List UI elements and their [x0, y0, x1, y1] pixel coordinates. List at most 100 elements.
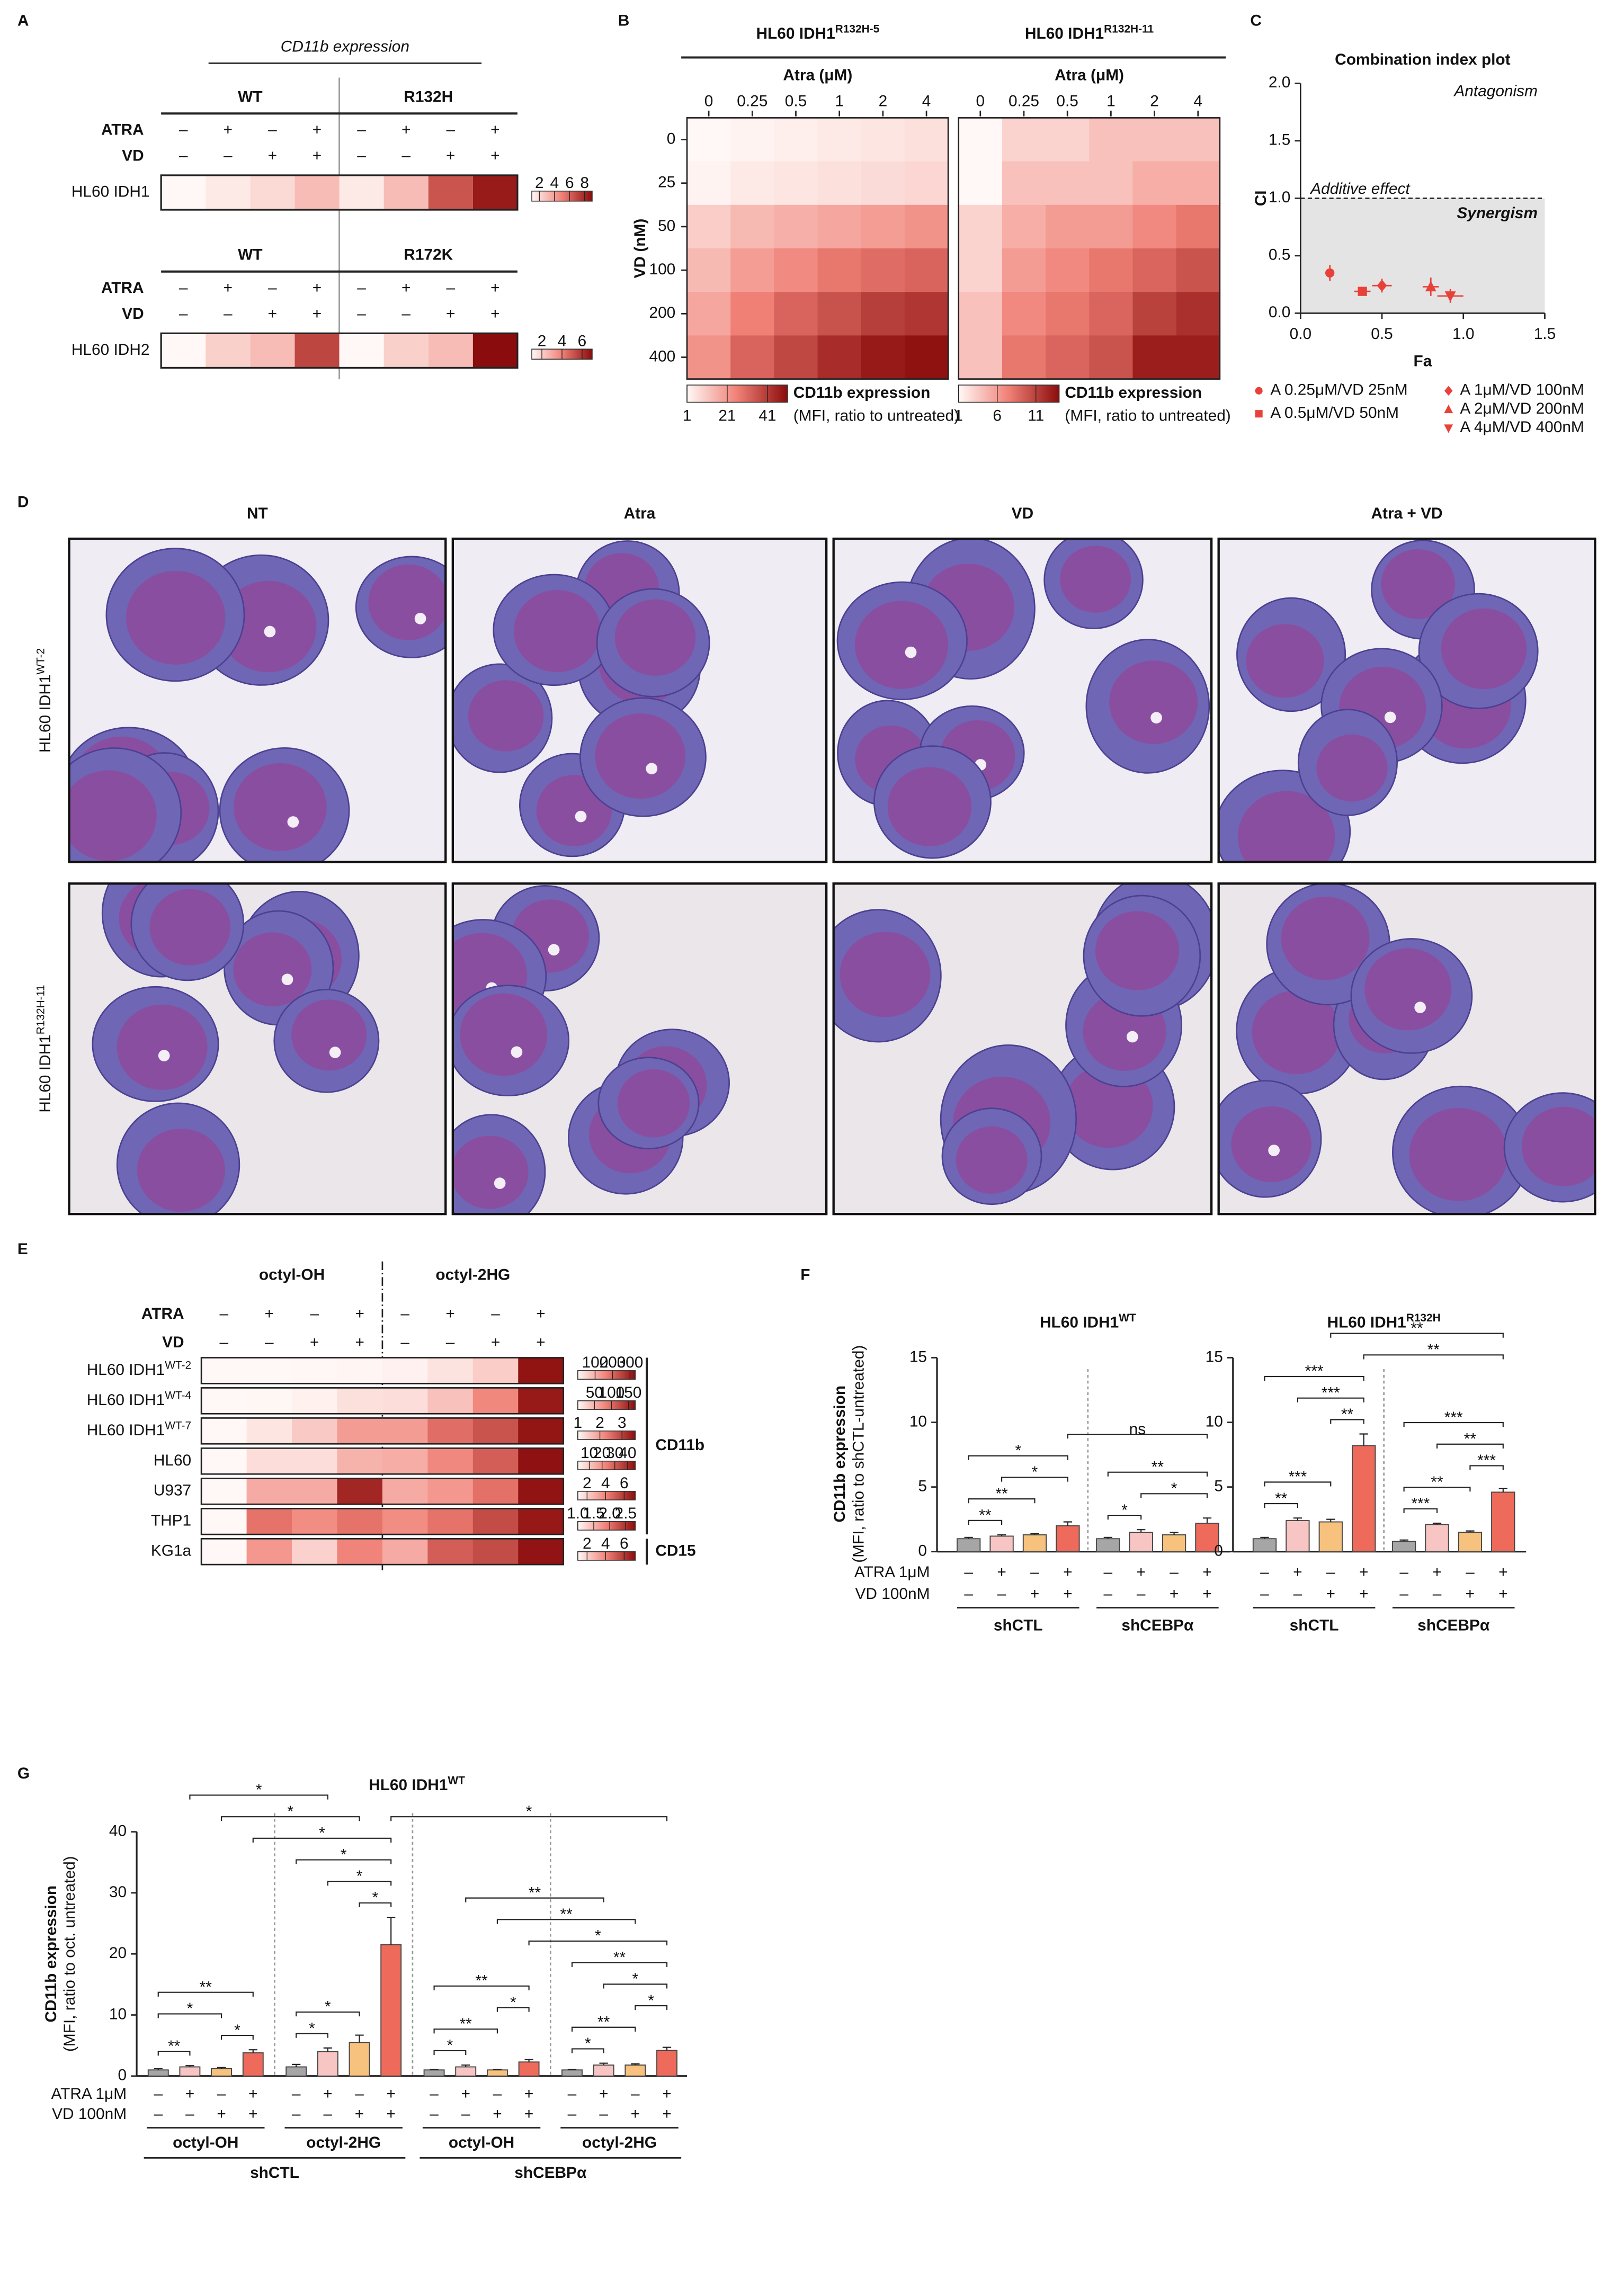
treatment-sign: + [446, 305, 455, 323]
treatment-sign: – [446, 121, 455, 139]
significance-bracket [252, 1837, 392, 1843]
significance-bracket [1067, 1433, 1208, 1439]
treatment-sign: + [248, 2105, 257, 2123]
significance-bracket [1297, 1397, 1364, 1402]
treatment-sign: – [324, 2105, 333, 2123]
legend-marker [1444, 386, 1453, 396]
heatmap-cell [295, 175, 340, 210]
significance-label: ns [1129, 1420, 1146, 1438]
treatment-sign: – [265, 1334, 274, 1351]
row-label-main: HL60 IDH1 [37, 675, 54, 753]
heatmap-cell [1132, 118, 1177, 162]
significance-bracket [296, 1859, 392, 1864]
colorbar-tick-label: 6 [620, 1474, 629, 1492]
heatmap-cell [1046, 292, 1090, 336]
treatment-sign: + [536, 1334, 545, 1351]
row-label-sup: WT-2 [165, 1359, 191, 1371]
vacuole [1268, 1145, 1280, 1156]
group-label: shCTL [250, 2164, 299, 2182]
x-tick-label: 2 [879, 92, 888, 110]
significance-bracket [1140, 1493, 1208, 1498]
bar [211, 2068, 233, 2077]
heatmap-cell [206, 333, 251, 368]
significance-label: * [341, 1846, 347, 1863]
treatment-sign: – [1326, 1563, 1335, 1581]
treatment-sign: – [357, 121, 366, 139]
colorbar-tick-label: 1.0 [567, 1505, 588, 1522]
group-label: R132H [404, 88, 453, 105]
y-tick-label: 10 [1206, 1413, 1223, 1430]
bar [455, 2066, 477, 2077]
legend-marker [1444, 424, 1453, 433]
nucleus [1521, 1106, 1595, 1186]
colorbar-tick-label: 20 [593, 1444, 611, 1462]
y-tick-label: 10 [909, 1413, 927, 1430]
heatmap-border [160, 332, 519, 369]
y-tick-label: 50 [658, 217, 675, 235]
heatmap-cell [518, 1357, 564, 1384]
x-tick-label: 0.25 [1009, 92, 1039, 110]
significance-bracket [296, 2011, 360, 2017]
significance-bracket [968, 1455, 1068, 1460]
significance-label: ** [1341, 1406, 1354, 1423]
vacuole [329, 1047, 341, 1058]
significance-label: ** [1427, 1341, 1440, 1359]
heatmap-cell [427, 1539, 474, 1565]
treatment-sign: + [1202, 1585, 1211, 1603]
significance-label: *** [1305, 1363, 1324, 1380]
heatmap-cell [1002, 118, 1046, 162]
heatmap-cell [1046, 248, 1090, 293]
heatmap-cell [201, 1539, 247, 1565]
colorbar [577, 1400, 636, 1410]
heatmap-cell [686, 118, 731, 162]
significance-label: ** [597, 2014, 610, 2031]
treatment-sign: – [154, 2085, 163, 2103]
treatment-sign: + [491, 1334, 500, 1351]
treatment-sign: + [997, 1563, 1006, 1581]
significance-label: ** [1464, 1431, 1477, 1448]
significance-label: ** [613, 1949, 626, 1966]
x-axis-label: Atra (μM) [783, 67, 852, 84]
treatment-sign: + [268, 305, 277, 323]
significance-label: ** [995, 1485, 1008, 1503]
significance-bracket [1107, 1471, 1208, 1477]
significance-label: * [1171, 1480, 1177, 1497]
bar [1162, 1534, 1186, 1552]
y-tick-label: 15 [1206, 1348, 1223, 1365]
heatmap-cell [201, 1448, 247, 1474]
significance-bracket [221, 1816, 360, 1821]
y-axis-label: (MFI, ratio to oct. untreated) [61, 1856, 78, 2052]
colorbar-tick-label: 21 [718, 407, 736, 425]
treatment-sign: – [179, 147, 188, 165]
group-label: shCEBPα [1121, 1617, 1194, 1634]
treatment-label: ATRA [101, 279, 144, 297]
bar [957, 1538, 981, 1552]
significance-bracket [1403, 1422, 1504, 1427]
heatmap-cell [161, 175, 206, 210]
row-label-main: HL60 IDH1 [87, 1391, 165, 1409]
significance-bracket [1001, 1477, 1068, 1482]
heatmap-cell [201, 1478, 247, 1505]
significance-bracket [296, 2033, 328, 2038]
heatmap-cell [730, 248, 775, 293]
significance-bracket [968, 1498, 1036, 1504]
y-tick-label: 0 [118, 2067, 127, 2084]
annotation: Synergism [1457, 204, 1538, 222]
significance-bracket [571, 2026, 636, 2032]
vacuole [1150, 712, 1162, 723]
heatmap-cell [904, 292, 949, 336]
vacuole [494, 1177, 506, 1189]
nucleus [1237, 791, 1335, 862]
treatment-sign: + [224, 279, 233, 297]
treatment-sign: – [400, 1305, 409, 1322]
significance-label: ** [529, 1884, 541, 1901]
heatmap-cell [292, 1418, 338, 1444]
treatment-sign: + [1170, 1585, 1179, 1603]
treatment-sign: – [179, 121, 188, 139]
vacuole [575, 810, 587, 823]
nucleus [617, 1069, 690, 1138]
colorbar-tick-label: 6 [993, 407, 1002, 425]
heatmap-cell [427, 1448, 474, 1474]
heatmap-cell [774, 118, 818, 162]
significance-label: ** [200, 1978, 212, 1996]
